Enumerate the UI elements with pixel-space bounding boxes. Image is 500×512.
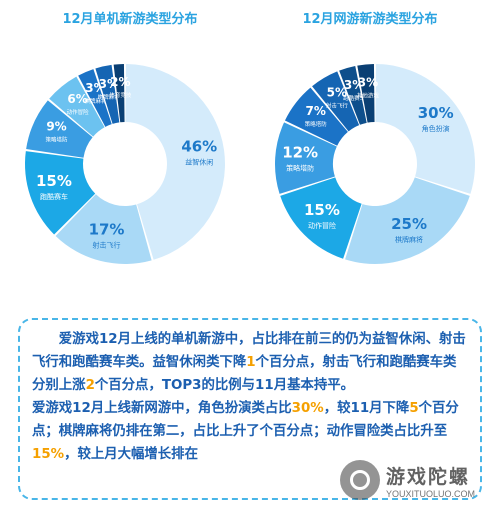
watermark-url: YOUXITUOLUO.COM	[386, 488, 476, 499]
summary-paragraph-online: 爱游戏12月上线新网游中，角色扮演类占比30%，较11月下降5个百分点；棋牌麻将…	[32, 397, 468, 466]
slice-category-label: 跑酷赛车	[40, 192, 68, 201]
slice-value-label: 9%	[46, 119, 66, 133]
donut-slice	[357, 64, 375, 123]
donut-slice	[55, 194, 152, 264]
slice-category-label: 体育竞技	[109, 91, 132, 99]
slice-category-label: 跑酷赛车	[343, 94, 366, 102]
summary-text: 个百分点；棋牌麻将仍排在第二，占比上升了个百分点；动作冒险类占比升至	[32, 401, 459, 439]
slice-category-label: 射击飞行	[326, 101, 349, 109]
donut-slice	[280, 177, 362, 259]
summary-text: 个百分点，TOP3的比例与11月基本持平。	[94, 378, 355, 393]
donut-slice	[312, 71, 360, 132]
donut-slice	[284, 87, 348, 146]
slice-value-label: 3%	[344, 78, 364, 92]
slice-category-label: 动作冒险	[67, 108, 90, 116]
donut-slice	[78, 69, 112, 127]
donut-slice	[339, 65, 367, 125]
slice-value-label: 12%	[282, 143, 318, 161]
donut-slice	[345, 177, 470, 264]
slice-value-label: 7%	[306, 104, 326, 118]
slice-value-label: 3%	[99, 77, 119, 91]
watermark-name: 游戏陀螺	[386, 465, 471, 488]
donut-slice	[95, 64, 120, 124]
slice-category-label: 策略塔防	[305, 120, 328, 128]
donut-chart-online: 30% 角色扮演 25% 棋牌麻将 15% 动作冒险 12% 策略塔防 7% 策略塔防 5% 射击飞行…	[275, 64, 475, 264]
slice-category-label: 角色扮演	[422, 124, 450, 133]
slice-value-label: 2%	[110, 75, 130, 89]
donut-slice	[113, 64, 125, 123]
slice-category-label: 棋牌麻将	[84, 97, 107, 105]
donut-slice	[49, 76, 105, 137]
donut-slice	[26, 100, 93, 158]
chart-title-online: 12月网游新游类型分布	[302, 12, 438, 27]
summary-text: ，较11月下降	[323, 401, 410, 416]
slice-category-label: 射击飞行	[93, 241, 121, 250]
slice-category-label: 棋牌麻将	[395, 235, 423, 244]
summary-paragraph-single: 爱游戏12月上线的单机新游中，占比排在前三的仍为益智休闲、射击飞行和跑酷赛车类。…	[32, 328, 468, 397]
slice-value-label: 46%	[181, 138, 217, 156]
slice-value-label: 3%	[358, 75, 378, 89]
summary-text: 爱游戏12月上线新网游中，角色扮演类占比	[32, 401, 292, 416]
donut-slice	[375, 64, 475, 194]
summary-text: ，较上月大幅增长排在	[64, 447, 198, 462]
slice-category-label: 动作冒险	[308, 221, 336, 230]
slice-value-label: 6%	[67, 92, 87, 106]
slice-value-label: 25%	[391, 215, 427, 233]
slice-value-label: 30%	[418, 104, 454, 122]
slice-category-label: 棋牌麻将	[98, 93, 121, 101]
highlight-number: 15%	[32, 447, 65, 462]
donut-slice	[25, 151, 96, 235]
slice-category-label: 益智休闲	[185, 158, 213, 167]
donut-chart-single: 46%益智休闲17%射击飞行15%跑酷赛车9%策略塔防6%动作冒险3%棋牌麻将3…	[25, 64, 225, 264]
donut-slice	[125, 64, 225, 260]
slice-value-label: 17%	[89, 221, 125, 239]
logo-icon	[340, 460, 380, 500]
slice-category-label: 策略塔防	[46, 135, 69, 143]
summary-text: 个百分点，射击飞行和跑酷赛车类分别上涨	[32, 355, 457, 393]
slice-category-label: 其他游戏	[357, 91, 380, 99]
slice-category-label: 策略塔防	[286, 163, 314, 172]
summary-box: 爱游戏12月上线的单机新游中，占比排在前三的仍为益智休闲、射击飞行和跑酷赛车类。…	[18, 318, 482, 500]
donut-slice	[275, 122, 337, 194]
slice-value-label: 5%	[327, 85, 347, 99]
watermark: 游戏陀螺 YOUXITUOLUO.COM	[340, 456, 490, 504]
highlight-number: 5	[409, 401, 419, 416]
highlight-number: 30%	[291, 401, 324, 416]
chart-title-single: 12月单机新游类型分布	[62, 12, 198, 27]
slice-value-label: 15%	[304, 201, 340, 219]
slice-value-label: 15%	[36, 172, 72, 190]
highlight-number: 1	[246, 355, 256, 370]
summary-text: 爱游戏12月上线的单机新游中，占比排在前三的仍为益智休闲、射击飞行和跑酷赛车类。…	[32, 332, 466, 370]
highlight-number: 2	[85, 378, 95, 393]
